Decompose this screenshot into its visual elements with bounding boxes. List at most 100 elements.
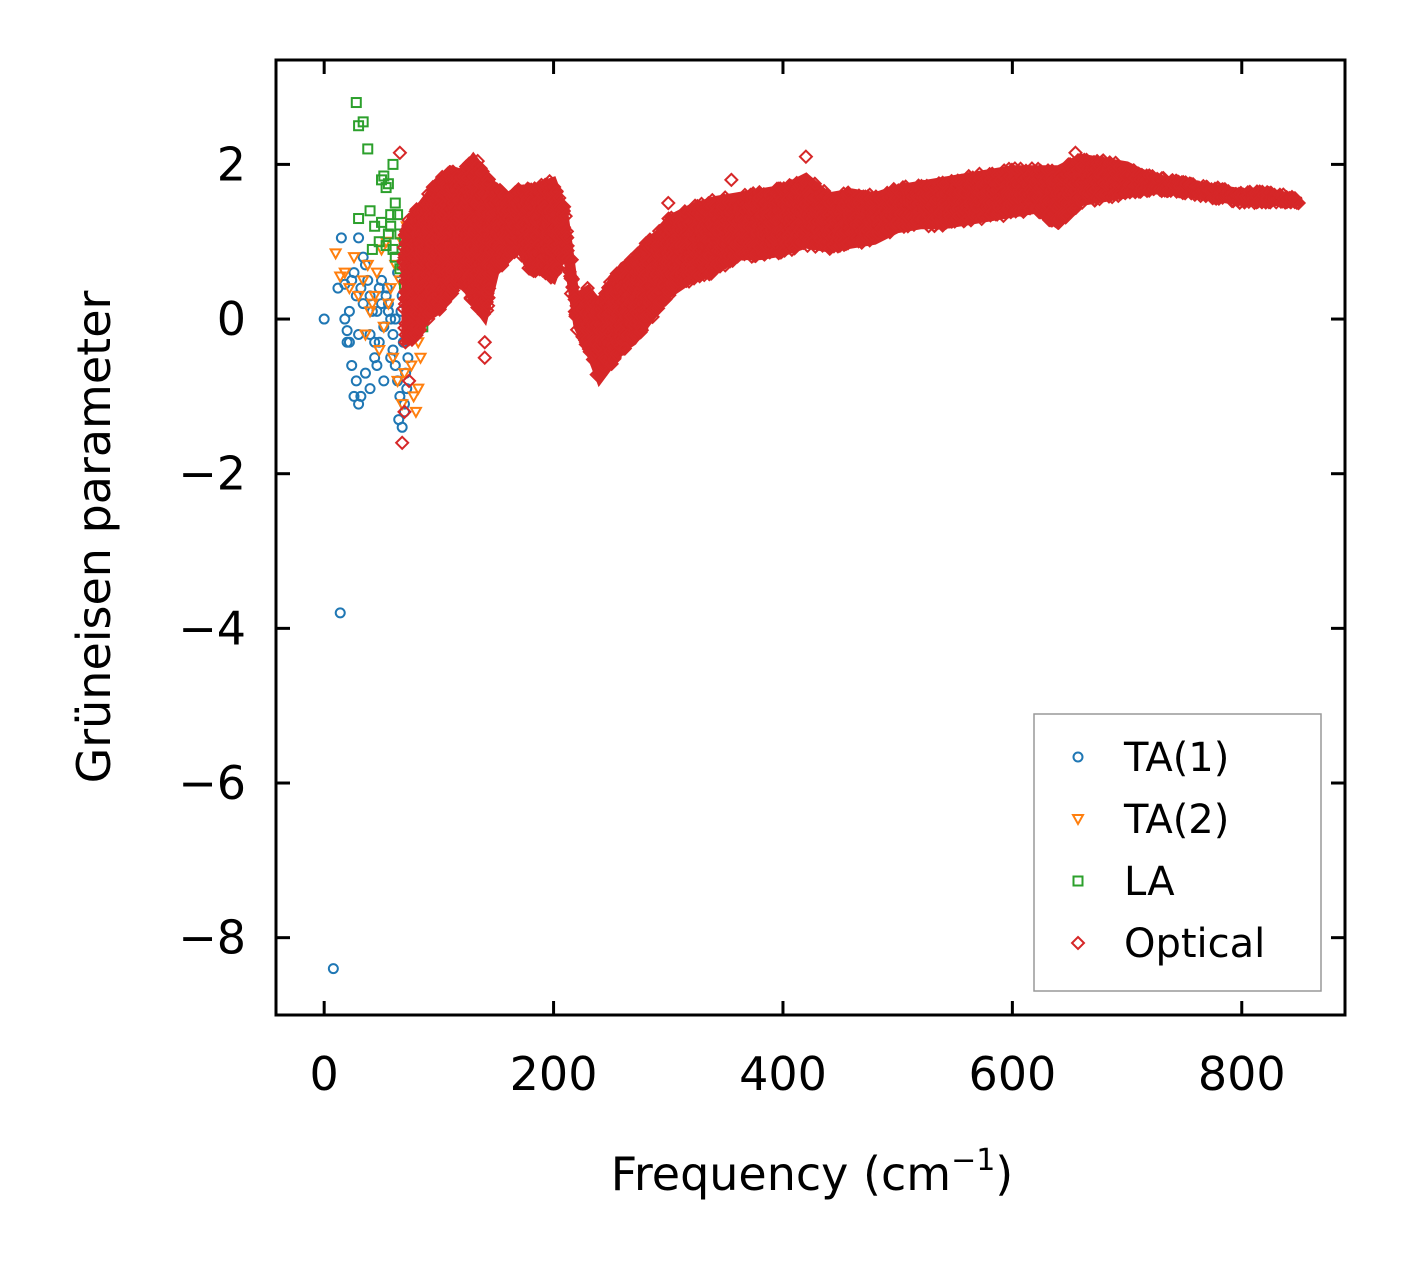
point-ta-1- [385, 313, 397, 325]
point-ta-2- [363, 306, 377, 319]
point-la [350, 97, 362, 109]
optical-point [560, 238, 575, 254]
optical-point [807, 176, 823, 192]
optical-point [397, 404, 412, 420]
point-la [366, 243, 378, 255]
optical-point [564, 252, 580, 268]
point-la [357, 116, 369, 128]
point-ta-1- [355, 390, 367, 402]
point-ta-2- [386, 352, 400, 365]
y-axis-title: Grüneisen parameter [67, 290, 121, 783]
optical-point [660, 195, 676, 211]
x-tick-label: 600 [968, 1047, 1056, 1101]
y-tick-label: 0 [217, 292, 246, 346]
x-axis-title: Frequency (cm−1) [611, 1143, 1014, 1201]
optical-point [550, 223, 566, 238]
optical-point [767, 193, 783, 209]
plot-frame [274, 58, 1347, 1017]
point-ta-1- [335, 232, 347, 244]
point-ta-2- [328, 248, 343, 261]
point-la [373, 236, 385, 248]
optical-point [477, 350, 493, 366]
point-ta-2- [342, 283, 357, 296]
point-ta-2- [397, 368, 412, 381]
point-ta-1- [393, 414, 405, 426]
point-la [364, 205, 376, 217]
point-la [382, 228, 394, 240]
point-ta-2- [413, 352, 428, 365]
legend-marker [1070, 935, 1086, 951]
point-ta-1- [378, 375, 390, 387]
optical-point [1010, 186, 1025, 202]
point-ta-1- [343, 336, 355, 348]
point-la [385, 209, 397, 221]
optical-point [909, 213, 925, 229]
point-ta-1- [387, 329, 399, 341]
optical-point [551, 190, 567, 206]
optical-point [503, 243, 518, 258]
point-ta-2- [351, 290, 366, 303]
optical-point [392, 145, 408, 161]
point-ta-1- [389, 359, 401, 371]
optical-point [645, 286, 661, 302]
optical-point [758, 238, 774, 254]
point-la [387, 243, 399, 255]
optical-point [477, 334, 493, 350]
point-ta-1- [343, 305, 355, 317]
optical-point [703, 266, 719, 281]
optical-point [653, 294, 669, 310]
optical-point [831, 212, 846, 227]
legend-item-la: LA [1072, 859, 1175, 905]
point-ta-2- [333, 271, 347, 284]
point-ta-2- [381, 298, 396, 311]
optical-point [1068, 145, 1083, 161]
optical-point [564, 272, 580, 288]
y-tick-label: −4 [178, 601, 246, 655]
series-optical [392, 145, 1306, 451]
optical-point [632, 318, 648, 334]
point-la [369, 220, 381, 232]
point-ta-1- [364, 383, 376, 395]
y-tick-label: −8 [178, 911, 246, 965]
legend-marker [1071, 814, 1085, 827]
point-ta-1- [318, 313, 330, 325]
legend-label: Optical [1124, 921, 1265, 967]
legend-marker [1072, 875, 1084, 887]
optical-point [565, 280, 581, 295]
optical-point [560, 251, 576, 267]
y-tick-label: −2 [178, 447, 246, 501]
optical-point [615, 341, 631, 356]
point-la [392, 209, 404, 221]
point-ta-1- [348, 390, 360, 402]
optical-point [723, 172, 739, 188]
y-tick-label: −6 [178, 756, 246, 810]
point-la [389, 197, 401, 209]
point-ta-1- [398, 406, 410, 418]
optical-point [409, 327, 424, 343]
optical-point [453, 262, 469, 278]
point-ta-1- [350, 375, 362, 387]
optical-point [617, 341, 633, 356]
point-ta-2- [365, 298, 380, 311]
x-tick-label: 200 [510, 1047, 598, 1101]
legend-item-optical: Optical [1070, 921, 1265, 967]
point-ta-1- [369, 352, 381, 364]
legend-marker [1072, 751, 1084, 763]
x-tick-label: 800 [1198, 1047, 1286, 1101]
optical-point [747, 241, 763, 256]
point-ta-1- [357, 298, 369, 310]
point-ta-1- [334, 607, 346, 619]
point-ta-2- [406, 391, 421, 404]
axis-ticks: 0 200 400 600 800 2 0 −2 −4 −6 −8 [178, 60, 1345, 1101]
optical-point [798, 149, 814, 165]
point-ta-1- [376, 274, 388, 286]
optical-point [559, 230, 575, 246]
point-ta-1- [348, 267, 360, 279]
optical-point [681, 274, 697, 289]
point-ta-1- [359, 367, 371, 379]
optical-point [558, 208, 574, 224]
series-ta-1- [318, 232, 414, 975]
point-ta-2- [409, 406, 423, 419]
y-tick-label: 2 [217, 137, 246, 191]
